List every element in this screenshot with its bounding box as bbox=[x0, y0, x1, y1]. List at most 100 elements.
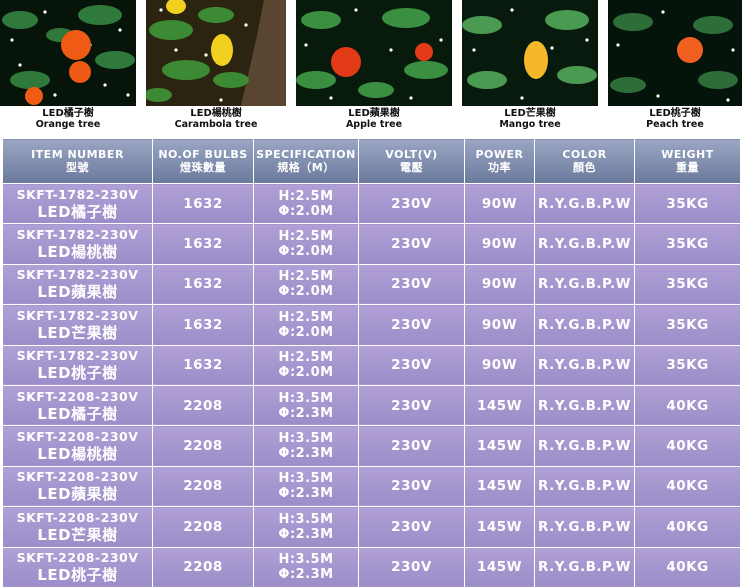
volt-header: VOLT(V) 電壓 bbox=[358, 138, 465, 184]
fruit-mark bbox=[25, 87, 43, 105]
item-number-cell: SKFT-2208-230V LED芒果樹 bbox=[2, 506, 153, 548]
color-cell: R.Y.G.B.P.W bbox=[534, 546, 635, 588]
bulbs-cell: 2208 bbox=[152, 465, 254, 508]
weight-cell: 40KG bbox=[634, 425, 741, 467]
mango-tree-caption: LED芒果樹 Mango tree bbox=[462, 108, 598, 130]
fruit-mark bbox=[61, 30, 91, 60]
volt-cell: 230V bbox=[358, 263, 465, 306]
specification-cell: H:2.5M Φ:2.0M bbox=[253, 304, 359, 346]
item-number-cell: SKFT-1782-230V LED橘子樹 bbox=[2, 182, 153, 225]
item-code: SKFT-2208-230V bbox=[16, 509, 139, 525]
spec-height: H:2.5M bbox=[278, 229, 334, 245]
bulbs-cell: 1632 bbox=[152, 182, 254, 225]
item-number-cell: SKFT-1782-230V LED桃子樹 bbox=[2, 344, 153, 386]
carambola-tree-photo bbox=[146, 0, 286, 106]
volt-cell: 230V bbox=[358, 425, 465, 467]
caption-chinese: LED楊桃樹 bbox=[190, 108, 242, 119]
volt-cell: 230V bbox=[358, 546, 465, 588]
spec-diameter: Φ:2.0M bbox=[278, 284, 334, 300]
item-number-cell: SKFT-2208-230V LED蘋果樹 bbox=[2, 465, 153, 508]
spec-diameter: Φ:2.0M bbox=[278, 203, 334, 219]
caption-english: Peach tree bbox=[646, 119, 704, 130]
color-header: COLOR 顏色 bbox=[534, 138, 635, 184]
item-name: LED楊桃樹 bbox=[37, 243, 118, 262]
table-row: SKFT-2208-230V LED楊桃樹 2208 H:3.5M Φ:2.3M… bbox=[2, 425, 741, 467]
specification-cell: H:2.5M Φ:2.0M bbox=[253, 182, 359, 225]
item-code: SKFT-1782-230V bbox=[16, 307, 139, 323]
color-cell: R.Y.G.B.P.W bbox=[534, 465, 635, 508]
bulbs-cell: 1632 bbox=[152, 304, 254, 346]
caption-english: Apple tree bbox=[345, 119, 403, 130]
item-name: LED桃子樹 bbox=[37, 364, 118, 383]
spec-height: H:2.5M bbox=[278, 269, 334, 285]
power-cell: 145W bbox=[464, 546, 535, 588]
table-row: SKFT-1782-230V LED楊桃樹 1632 H:2.5M Φ:2.0M… bbox=[2, 223, 741, 265]
color-cell: R.Y.G.B.P.W bbox=[534, 506, 635, 548]
caption-chinese: LED蘋果樹 bbox=[348, 108, 400, 119]
fruit-mark bbox=[211, 34, 233, 66]
item-name: LED蘋果樹 bbox=[37, 485, 118, 504]
spec-diameter: Φ:2.0M bbox=[278, 324, 334, 340]
volt-cell: 230V bbox=[358, 223, 465, 265]
item-name: LED蘋果樹 bbox=[37, 283, 118, 302]
color-cell: R.Y.G.B.P.W bbox=[534, 344, 635, 386]
spec-height: H:3.5M bbox=[278, 390, 334, 406]
spec-diameter: Φ:2.3M bbox=[278, 526, 334, 542]
fruit-mark bbox=[524, 41, 548, 79]
specification-cell: H:3.5M Φ:2.3M bbox=[253, 425, 359, 467]
caption-chinese: LED芒果樹 bbox=[504, 108, 556, 119]
specification-cell: H:3.5M Φ:2.3M bbox=[253, 506, 359, 548]
item-name: LED芒果樹 bbox=[37, 525, 118, 544]
power-cell: 145W bbox=[464, 425, 535, 467]
item-number-cell: SKFT-1782-230V LED楊桃樹 bbox=[2, 223, 153, 265]
weight-cell: 40KG bbox=[634, 506, 741, 548]
color-cell: R.Y.G.B.P.W bbox=[534, 304, 635, 346]
item-code: SKFT-1782-230V bbox=[16, 227, 139, 243]
item-name: LED楊桃樹 bbox=[37, 445, 118, 464]
power-cell: 145W bbox=[464, 506, 535, 548]
peach-tree-photo bbox=[608, 0, 742, 106]
volt-cell: 230V bbox=[358, 344, 465, 386]
item-name: LED橘子樹 bbox=[37, 202, 118, 221]
specification-cell: H:3.5M Φ:2.3M bbox=[253, 384, 359, 427]
weight-cell: 35KG bbox=[634, 223, 741, 265]
bulbs-cell: 2208 bbox=[152, 506, 254, 548]
caption-chinese: LED橘子樹 bbox=[42, 108, 94, 119]
power-header: POWER 功率 bbox=[464, 138, 535, 184]
fruit-mark bbox=[331, 47, 361, 77]
weight-cell: 35KG bbox=[634, 263, 741, 306]
bulbs-cell: 2208 bbox=[152, 425, 254, 467]
table-row: SKFT-2208-230V LED橘子樹 2208 H:3.5M Φ:2.3M… bbox=[2, 384, 741, 427]
spec-height: H:3.5M bbox=[278, 471, 334, 487]
table-header-row: ITEM NUMBER 型號 NO.OF BULBS 燈珠數量 SPECIFICAT… bbox=[2, 138, 741, 184]
item-code: SKFT-1782-230V bbox=[16, 267, 139, 283]
item-number-cell: SKFT-2208-230V LED楊桃樹 bbox=[2, 425, 153, 467]
table-row: SKFT-1782-230V LED橘子樹 1632 H:2.5M Φ:2.0M… bbox=[2, 182, 741, 225]
bulbs-cell: 1632 bbox=[152, 263, 254, 306]
item-number-cell: SKFT-1782-230V LED芒果樹 bbox=[2, 304, 153, 346]
table-row: SKFT-2208-230V LED芒果樹 2208 H:3.5M Φ:2.3M… bbox=[2, 506, 741, 548]
caption-english: Orange tree bbox=[35, 119, 101, 130]
product-spec-table: ITEM NUMBER 型號 NO.OF BULBS 燈珠數量 SPECIFICAT… bbox=[2, 138, 741, 588]
volt-cell: 230V bbox=[358, 384, 465, 427]
carambola-tree-caption: LED楊桃樹 Carambola tree bbox=[146, 108, 286, 130]
power-cell: 90W bbox=[464, 182, 535, 225]
item-code: SKFT-2208-230V bbox=[16, 550, 139, 566]
peach-tree-caption: LED桃子樹 Peach tree bbox=[608, 108, 742, 130]
weight-cell: 40KG bbox=[634, 546, 741, 588]
color-cell: R.Y.G.B.P.W bbox=[534, 263, 635, 306]
power-cell: 145W bbox=[464, 465, 535, 508]
spec-height: H:2.5M bbox=[278, 350, 334, 366]
color-cell: R.Y.G.B.P.W bbox=[534, 425, 635, 467]
bulbs-cell: 1632 bbox=[152, 344, 254, 386]
specification-cell: H:3.5M Φ:2.3M bbox=[253, 465, 359, 508]
weight-header: WEIGHT 重量 bbox=[634, 138, 741, 184]
power-cell: 90W bbox=[464, 304, 535, 346]
item-code: SKFT-1782-230V bbox=[16, 348, 139, 364]
color-cell: R.Y.G.B.P.W bbox=[534, 223, 635, 265]
volt-cell: 230V bbox=[358, 506, 465, 548]
table-row: SKFT-2208-230V LED蘋果樹 2208 H:3.5M Φ:2.3M… bbox=[2, 465, 741, 508]
weight-cell: 35KG bbox=[634, 344, 741, 386]
volt-cell: 230V bbox=[358, 304, 465, 346]
weight-cell: 40KG bbox=[634, 465, 741, 508]
